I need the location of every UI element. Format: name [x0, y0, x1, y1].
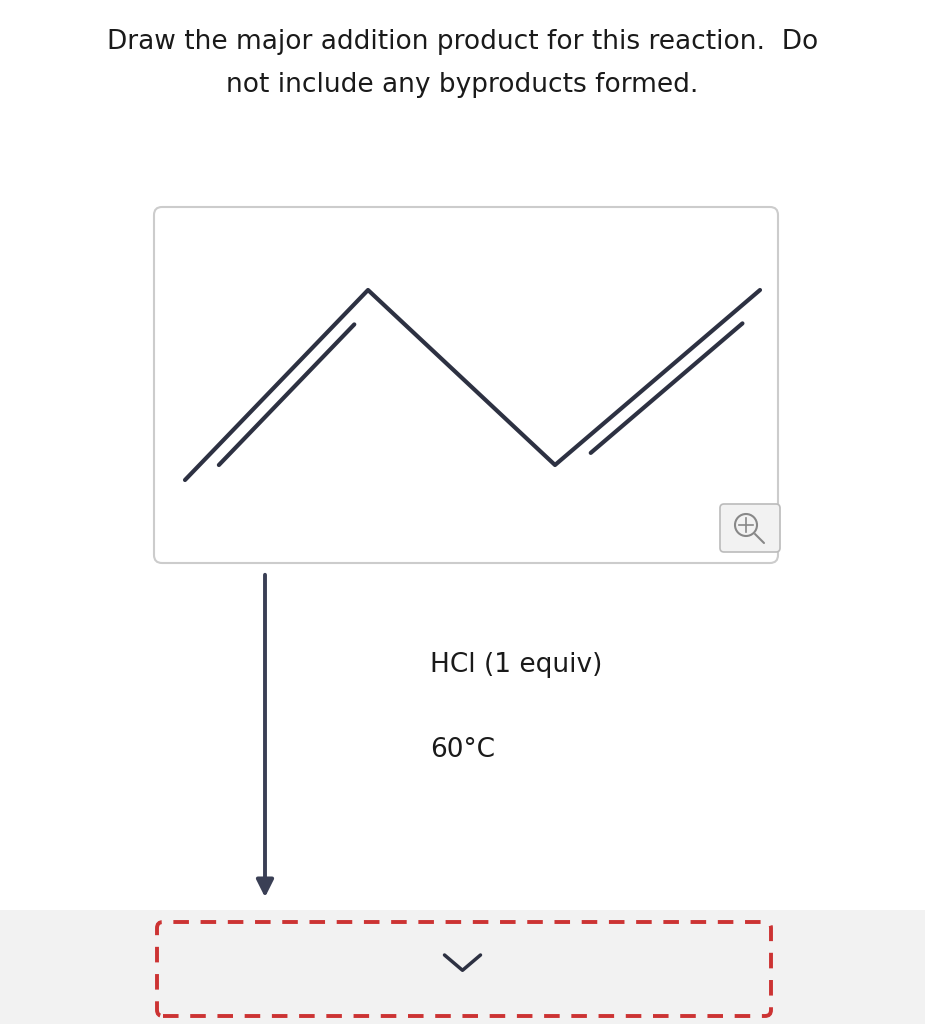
- Text: not include any byproducts formed.: not include any byproducts formed.: [227, 72, 698, 98]
- Bar: [0, 910, 925, 1024]
- FancyBboxPatch shape: [154, 207, 778, 563]
- FancyBboxPatch shape: [720, 504, 780, 552]
- Text: HCl (1 equiv): HCl (1 equiv): [430, 652, 602, 678]
- Text: Draw the major addition product for this reaction.  Do: Draw the major addition product for this…: [107, 29, 818, 55]
- Text: 60°C: 60°C: [430, 737, 495, 763]
